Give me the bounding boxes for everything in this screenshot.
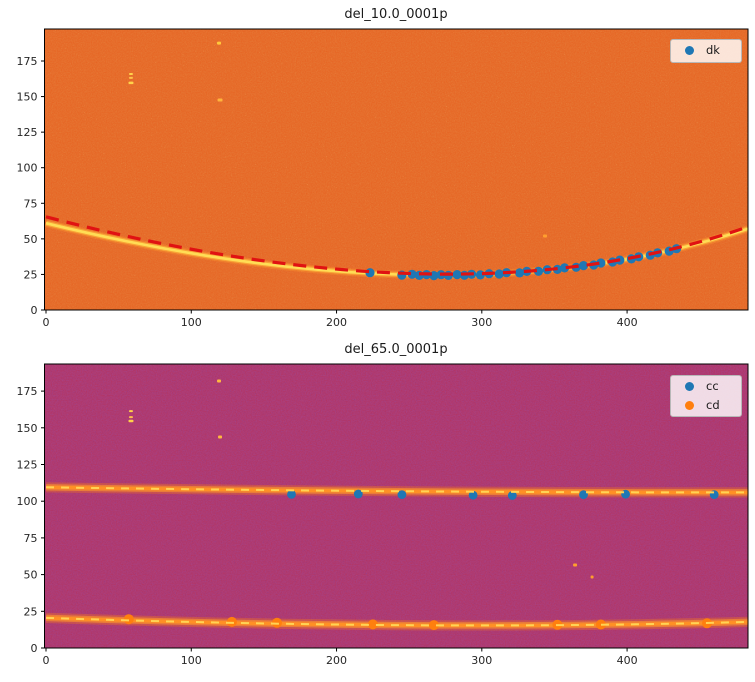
legend-item-cd: cd bbox=[681, 397, 731, 412]
noise-layer bbox=[44, 364, 748, 648]
legend-bottom: cc cd bbox=[670, 375, 742, 417]
scatter-point-cd bbox=[367, 619, 378, 630]
y-tick-label: 0 bbox=[31, 304, 38, 317]
plot-title-bottom: del_65.0_0001p bbox=[344, 342, 448, 357]
x-tick-label: 200 bbox=[326, 316, 347, 329]
hot-pixel-artifact bbox=[217, 379, 222, 383]
y-tick-label: 75 bbox=[24, 197, 38, 210]
axes-spines bbox=[44, 363, 749, 649]
hot-pixel-artifact bbox=[128, 416, 133, 419]
red-dashed-fit bbox=[45, 215, 748, 276]
hot-pixel-artifact bbox=[573, 563, 578, 567]
y-tick-label: 100 bbox=[17, 162, 38, 175]
x-tick-label: 100 bbox=[181, 654, 202, 667]
y-tick-label: 0 bbox=[31, 642, 38, 655]
plot-title-top: del_10.0_0001p bbox=[344, 7, 448, 22]
scatter-point-dk bbox=[452, 270, 462, 280]
x-tick-label: 0 bbox=[43, 316, 50, 329]
x-tick-label: 400 bbox=[617, 316, 638, 329]
scatter-point-dk bbox=[515, 268, 525, 278]
hot-pixel-artifact bbox=[217, 98, 223, 102]
legend-item-dk: dk bbox=[681, 43, 731, 57]
scatter-point-cc bbox=[468, 490, 478, 500]
x-tick-label: 100 bbox=[181, 316, 202, 329]
y-tick-label: 25 bbox=[24, 268, 38, 281]
scatter-point-cd bbox=[595, 619, 606, 630]
y-tick-label: 125 bbox=[17, 459, 38, 472]
hot-pixel-artifact bbox=[590, 575, 594, 579]
scatter-point-cd bbox=[428, 620, 439, 631]
hot-pixel-artifact bbox=[128, 410, 133, 413]
scatter-point-cd bbox=[123, 614, 134, 625]
scatter-point-cc bbox=[579, 490, 588, 500]
scatter-point-dk bbox=[494, 269, 504, 279]
y-tick-label: 175 bbox=[17, 385, 38, 398]
y-tick-label: 150 bbox=[17, 422, 38, 435]
legend-marker-cd-icon bbox=[685, 400, 694, 410]
lower-trace-dashes bbox=[45, 616, 748, 627]
upper-trace-dashes bbox=[45, 486, 748, 494]
y-tick-label: 25 bbox=[24, 605, 38, 618]
x-tick-label: 0 bbox=[43, 654, 50, 667]
y-tick-label: 175 bbox=[17, 55, 38, 68]
y-tick-label: 100 bbox=[17, 495, 38, 508]
plot-top: 0 100 200 300 400 0 25 50 75 100 125 150 175 bbox=[17, 28, 749, 329]
hot-pixel-artifact bbox=[128, 76, 133, 79]
scatter-point-dk bbox=[578, 261, 589, 271]
x-tick-label: 200 bbox=[326, 654, 347, 667]
legend-label-cc: cc bbox=[706, 379, 719, 393]
hot-pixel-artifact bbox=[128, 419, 134, 423]
hot-pixel-artifact bbox=[543, 234, 548, 238]
legend-label-cd: cd bbox=[706, 397, 720, 412]
y-tick-label: 75 bbox=[24, 532, 38, 545]
scatter-point-cc bbox=[397, 490, 407, 499]
hot-pixel-artifact bbox=[217, 41, 222, 45]
legend-label-dk: dk bbox=[706, 43, 720, 57]
legend-marker-cc-icon bbox=[685, 382, 694, 392]
scatter-point-cc bbox=[621, 489, 630, 499]
y-tick-label: 125 bbox=[17, 126, 38, 139]
scatter-point-dk bbox=[596, 258, 606, 268]
plot-bottom: 0 100 200 300 400 0 25 50 75 100 125 150 175 bbox=[17, 363, 749, 667]
hot-pixel-artifact bbox=[128, 81, 134, 85]
y-tick-label: 50 bbox=[24, 569, 38, 582]
hot-pixel-artifact bbox=[218, 435, 223, 439]
legend-marker-dk-icon bbox=[685, 46, 694, 56]
x-tick-label: 300 bbox=[471, 316, 492, 329]
scatter-point-dk bbox=[560, 263, 570, 273]
y-tick-label: 150 bbox=[17, 91, 38, 104]
hot-pixel-artifact bbox=[128, 72, 133, 75]
scatter-point-cc bbox=[353, 489, 363, 499]
y-tick-label: 50 bbox=[24, 233, 38, 246]
series-cc bbox=[287, 489, 719, 500]
noise-layer bbox=[44, 29, 748, 310]
legend-top: dk bbox=[670, 39, 742, 63]
legend-item-cc: cc bbox=[681, 379, 731, 393]
axes-spines bbox=[44, 28, 749, 311]
scatter-point-cc bbox=[507, 491, 517, 500]
scatter-point-cc bbox=[287, 490, 296, 499]
x-tick-label: 400 bbox=[617, 654, 638, 667]
x-tick-label: 300 bbox=[471, 654, 492, 667]
